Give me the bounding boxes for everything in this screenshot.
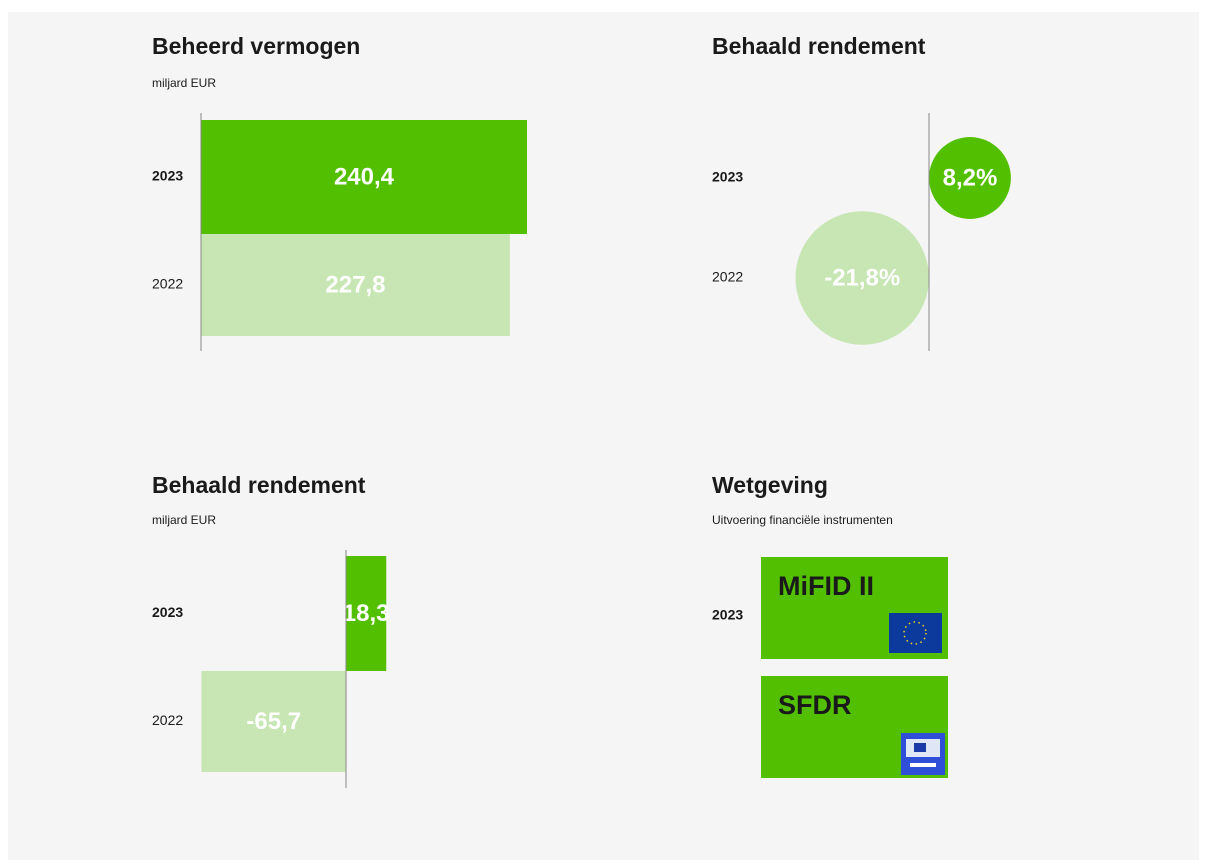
bar xyxy=(346,556,387,671)
item-label: SFDR xyxy=(778,690,852,720)
wetgeving-title: Wetgeving xyxy=(712,472,828,498)
value-label: 8,2% xyxy=(943,164,998,191)
eu-stars xyxy=(903,621,927,645)
category-label: 2023 xyxy=(152,604,183,620)
chart-title: Beheerd vermogen xyxy=(152,33,360,59)
value-label: -21,8% xyxy=(824,264,900,291)
chart-subtitle: miljard EUR xyxy=(152,513,216,527)
category-label: 2023 xyxy=(712,169,743,185)
bar xyxy=(201,671,346,772)
bar xyxy=(201,234,510,336)
chart-title: Behaald rendement xyxy=(712,33,926,59)
bubble xyxy=(929,137,1011,219)
category-label: 2022 xyxy=(152,276,183,292)
value-label: 227,8 xyxy=(325,271,385,298)
panel xyxy=(8,12,1199,860)
category-label: 2022 xyxy=(152,712,183,728)
bubble xyxy=(795,211,929,345)
category-label: 2023 xyxy=(152,168,183,184)
chart-title: Behaald rendement xyxy=(152,472,366,498)
eu-flag xyxy=(889,613,942,653)
sfdr-icon-text xyxy=(910,763,936,767)
bar xyxy=(201,120,527,234)
value-label: 18,3 xyxy=(343,600,390,627)
value-label: -65,7 xyxy=(246,708,301,735)
chart-subtitle: miljard EUR xyxy=(152,76,216,90)
category-label: 2022 xyxy=(712,269,743,285)
value-label: 240,4 xyxy=(334,163,395,190)
wetgeving-subtitle: Uitvoering financiële instrumenten xyxy=(712,513,893,527)
item-label: MiFID II xyxy=(778,571,874,601)
sfdr-icon-flag xyxy=(914,743,926,752)
wetgeving-year: 2023 xyxy=(712,607,743,623)
